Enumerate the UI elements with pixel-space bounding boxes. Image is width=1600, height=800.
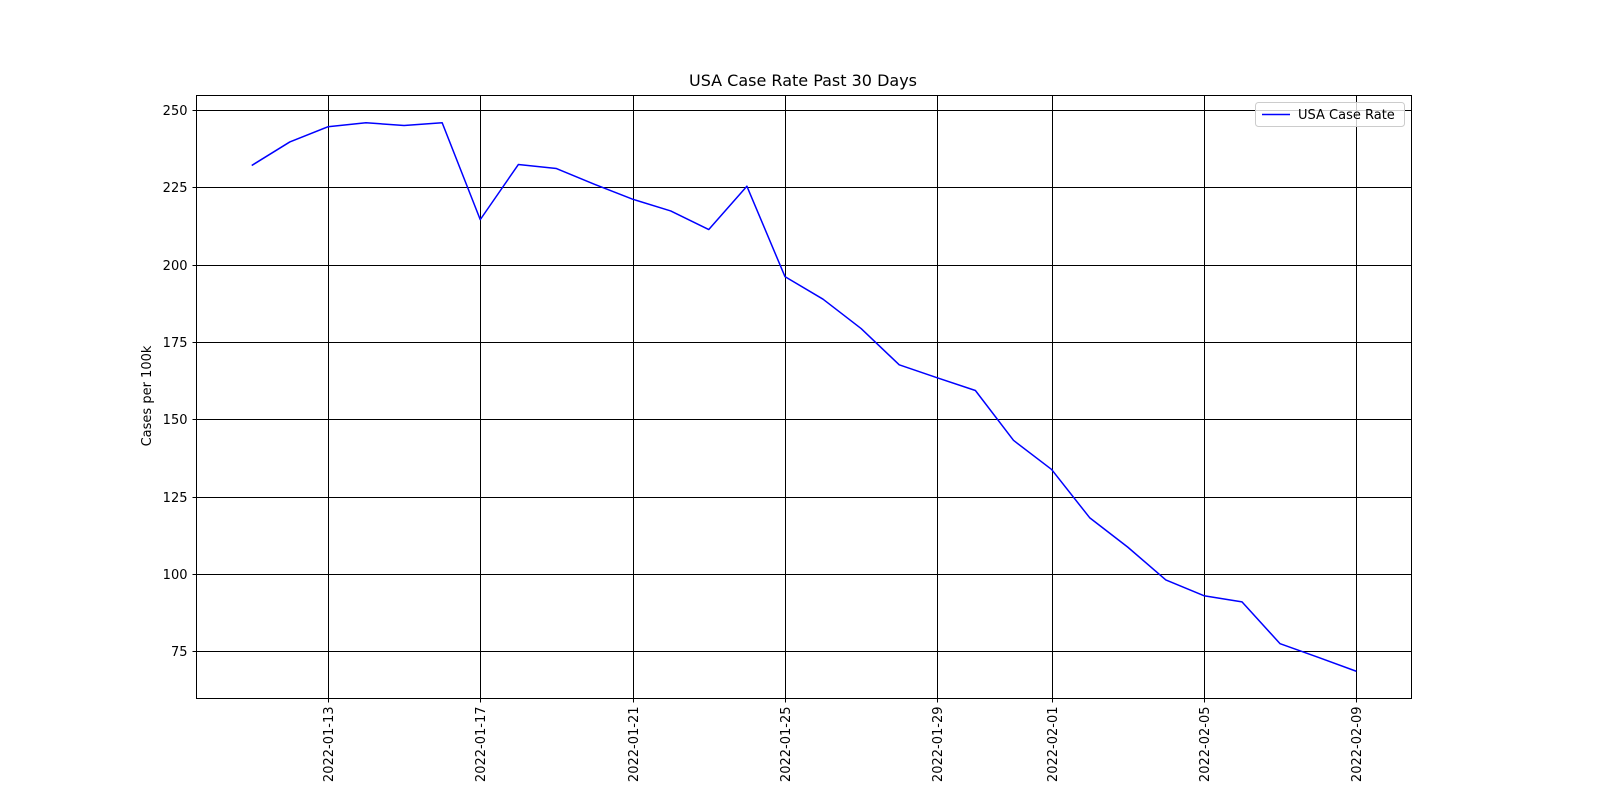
data-point	[593, 182, 597, 186]
data-point	[364, 121, 368, 125]
data-point	[288, 140, 292, 144]
data-point	[973, 389, 977, 393]
data-point	[935, 376, 939, 380]
x-tick-label: 2022-01-13	[322, 707, 337, 783]
data-point	[402, 124, 406, 128]
plot-frame	[196, 95, 1412, 699]
data-point	[1164, 578, 1168, 582]
y-tick-label: 200	[163, 259, 188, 274]
ticks-layer: 75 100 125 150 175 200 225 250 2022-01-13 2022-01…	[163, 104, 1365, 782]
y-tick-label: 75	[171, 645, 188, 660]
data-point	[1050, 467, 1054, 471]
data-point	[1316, 655, 1320, 659]
data-point	[1354, 669, 1358, 673]
y-tick-label: 100	[163, 568, 188, 583]
data-point	[745, 184, 749, 188]
y-tick-label: 250	[163, 104, 188, 119]
y-tick-label: 150	[163, 413, 188, 428]
data-point	[1202, 594, 1206, 598]
gridlines	[196, 95, 1412, 699]
x-tick-label: 2022-01-21	[627, 707, 642, 783]
y-axis-label: Cases per 100k	[140, 345, 155, 446]
series-layer	[250, 121, 1358, 673]
data-point	[1240, 600, 1244, 604]
x-tick-label: 2022-01-25	[779, 707, 794, 783]
x-tick-label: 2022-02-05	[1198, 707, 1213, 783]
chart-title: USA Case Rate Past 30 Days	[689, 71, 917, 90]
data-point	[326, 125, 330, 129]
data-point	[669, 209, 673, 213]
x-tick-label: 2022-01-29	[931, 707, 946, 783]
data-point	[440, 121, 444, 125]
data-point	[516, 163, 520, 167]
data-point	[859, 327, 863, 331]
data-point	[1126, 545, 1130, 549]
data-point	[250, 163, 254, 167]
data-point	[783, 275, 787, 279]
y-tick-label: 225	[163, 181, 188, 196]
data-point	[631, 197, 635, 201]
data-point	[1278, 642, 1282, 646]
series-line	[251, 121, 1357, 672]
data-point	[707, 228, 711, 232]
data-point	[821, 297, 825, 301]
data-point	[554, 167, 558, 171]
x-tick-label: 2022-02-09	[1350, 707, 1365, 783]
data-point	[478, 218, 482, 222]
data-point	[1088, 516, 1092, 520]
data-point	[1011, 438, 1015, 442]
y-tick-label: 175	[163, 336, 188, 351]
x-tick-label: 2022-02-01	[1046, 707, 1061, 783]
data-point	[897, 363, 901, 367]
legend-box	[1255, 102, 1405, 127]
legend-label: USA Case Rate	[1298, 108, 1395, 123]
y-tick-label: 125	[163, 491, 188, 506]
x-tick-label: 2022-01-17	[474, 707, 489, 783]
legend: USA Case Rate	[1255, 102, 1405, 127]
